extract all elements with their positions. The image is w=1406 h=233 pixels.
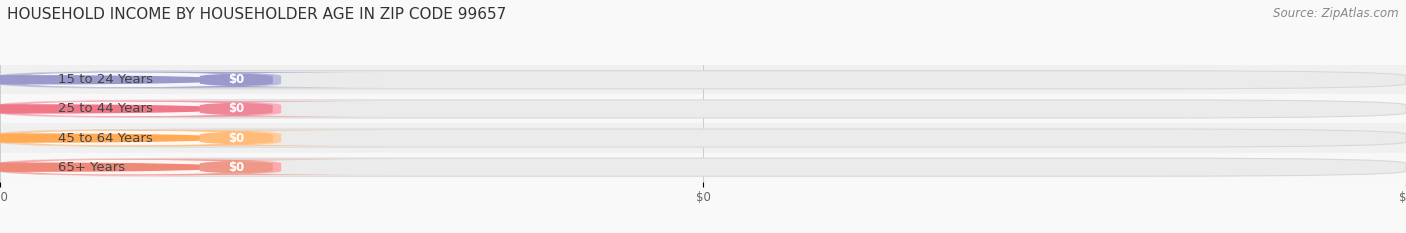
- FancyBboxPatch shape: [25, 130, 233, 146]
- Bar: [0, 65, 1406, 94]
- FancyBboxPatch shape: [0, 100, 281, 118]
- Bar: [0, 153, 1406, 182]
- Circle shape: [0, 134, 224, 142]
- FancyBboxPatch shape: [0, 158, 281, 176]
- FancyBboxPatch shape: [25, 159, 233, 175]
- Bar: [0, 94, 1406, 123]
- Text: Source: ZipAtlas.com: Source: ZipAtlas.com: [1274, 7, 1399, 20]
- Text: $0: $0: [228, 103, 245, 115]
- FancyBboxPatch shape: [0, 71, 1406, 89]
- Bar: [0, 123, 1406, 153]
- FancyBboxPatch shape: [25, 101, 233, 117]
- Text: 15 to 24 Years: 15 to 24 Years: [58, 73, 153, 86]
- Text: $0: $0: [228, 73, 245, 86]
- FancyBboxPatch shape: [0, 71, 281, 89]
- Text: HOUSEHOLD INCOME BY HOUSEHOLDER AGE IN ZIP CODE 99657: HOUSEHOLD INCOME BY HOUSEHOLDER AGE IN Z…: [7, 7, 506, 22]
- FancyBboxPatch shape: [76, 160, 396, 175]
- FancyBboxPatch shape: [0, 100, 1406, 118]
- FancyBboxPatch shape: [0, 158, 1406, 176]
- Circle shape: [0, 105, 224, 113]
- Text: 65+ Years: 65+ Years: [58, 161, 125, 174]
- Circle shape: [0, 76, 224, 84]
- FancyBboxPatch shape: [76, 130, 396, 146]
- FancyBboxPatch shape: [76, 101, 396, 116]
- FancyBboxPatch shape: [25, 72, 233, 88]
- Text: $0: $0: [228, 132, 245, 144]
- FancyBboxPatch shape: [0, 129, 1406, 147]
- Text: 25 to 44 Years: 25 to 44 Years: [58, 103, 152, 115]
- FancyBboxPatch shape: [0, 129, 281, 147]
- Circle shape: [0, 163, 224, 171]
- FancyBboxPatch shape: [76, 72, 396, 87]
- Text: $0: $0: [228, 161, 245, 174]
- Text: 45 to 64 Years: 45 to 64 Years: [58, 132, 152, 144]
